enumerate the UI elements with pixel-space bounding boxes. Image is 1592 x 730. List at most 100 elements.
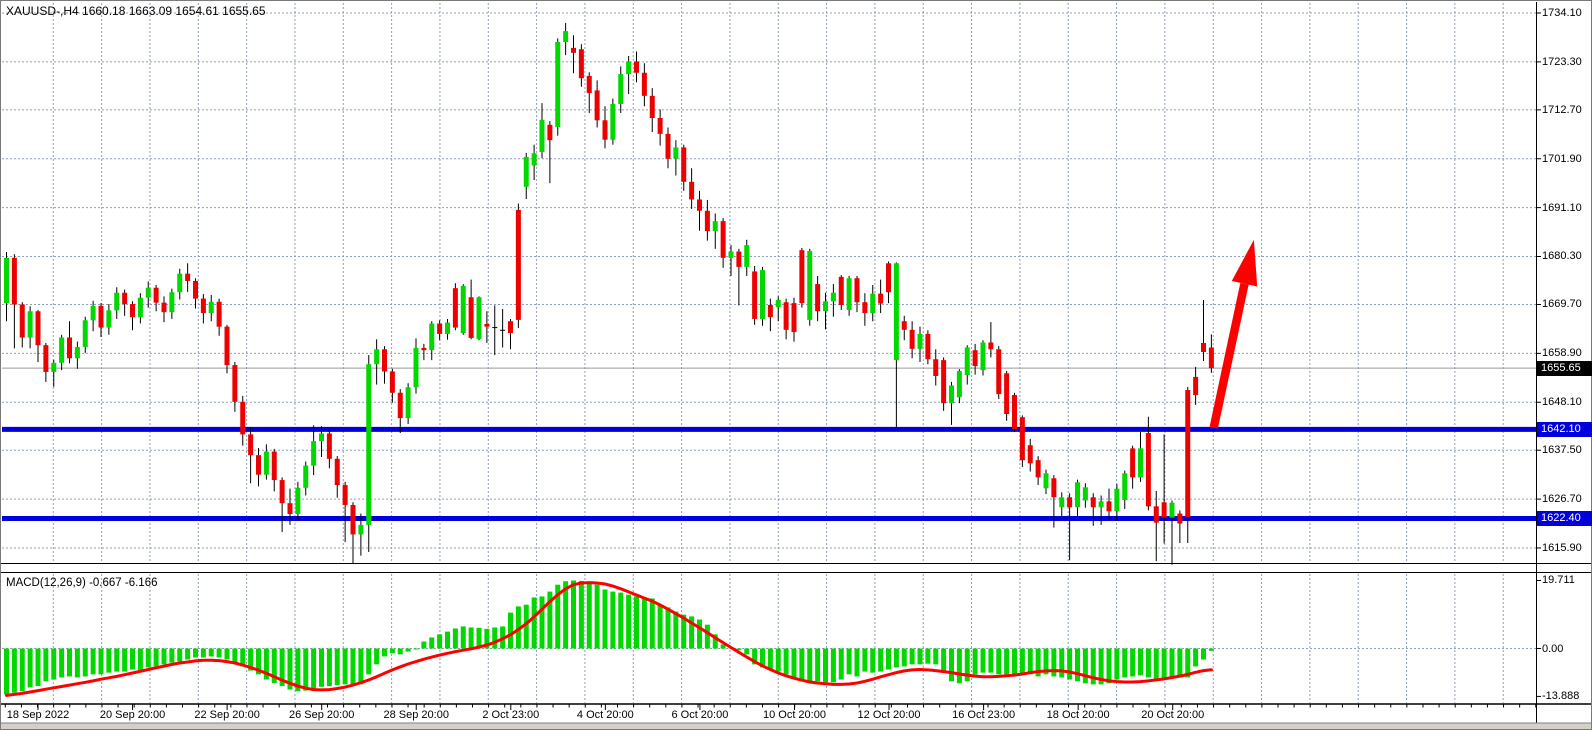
candle-body <box>602 120 608 140</box>
candle-body <box>224 326 230 366</box>
candle-body <box>547 124 553 141</box>
candle-body <box>1012 394 1017 429</box>
macd-bar <box>980 648 986 673</box>
candle-body <box>342 485 348 505</box>
macd-bar <box>240 648 246 667</box>
macd-bar <box>657 604 663 649</box>
candle-body <box>405 387 411 419</box>
macd-bar <box>161 648 167 665</box>
candle-body <box>697 199 702 211</box>
candle-body <box>421 347 427 351</box>
candle-body <box>145 287 151 298</box>
macd-bar <box>366 648 372 675</box>
macd-bar <box>334 648 340 686</box>
macd-bar <box>956 648 962 684</box>
candle-body <box>830 292 836 302</box>
candle-body <box>1004 373 1010 415</box>
candle-body <box>98 305 104 328</box>
macd-bar <box>641 597 647 649</box>
candle-body <box>476 297 482 339</box>
macd-bar <box>263 648 269 680</box>
trend-arrow[interactable] <box>1209 239 1258 429</box>
macd-bar <box>618 592 624 649</box>
macd-bar <box>767 648 773 670</box>
macd-bar <box>1145 648 1151 678</box>
macd-bar <box>634 596 639 649</box>
candle-body <box>82 320 88 348</box>
candle-body <box>27 311 33 338</box>
candle-body <box>1138 448 1143 478</box>
candle-body <box>319 433 324 442</box>
candle-body <box>563 31 569 42</box>
macd-bar <box>1019 648 1025 675</box>
macd-bar <box>1153 648 1159 679</box>
candle-body <box>956 371 962 398</box>
candle-body <box>326 433 332 459</box>
time-axis-label: 4 Oct 20:00 <box>576 709 634 721</box>
macd-bar <box>1106 648 1112 684</box>
macd-bar <box>925 648 931 664</box>
macd-bar <box>248 648 254 671</box>
macd-bar <box>177 648 183 662</box>
macd-bar <box>775 648 781 672</box>
candle-body <box>358 524 364 535</box>
macd-bar <box>941 648 947 672</box>
candle-body <box>783 302 789 330</box>
candle-body <box>445 322 450 334</box>
candle-body <box>1043 473 1049 489</box>
candle-body <box>256 455 261 475</box>
macd-bar <box>468 627 474 649</box>
macd-bar <box>11 648 17 693</box>
candle-body <box>1114 488 1120 512</box>
candle-body <box>925 333 931 360</box>
candle-body <box>232 365 238 402</box>
macd-bar <box>917 648 923 665</box>
price-axis-tick-label: 1658.90 <box>1542 347 1582 360</box>
candle-body <box>311 441 317 466</box>
macd-bar <box>445 631 450 649</box>
candle-body <box>972 350 978 367</box>
macd-bar <box>783 648 789 675</box>
macd-bar <box>586 581 592 649</box>
time-axis-label: 20 Sep 20:00 <box>99 709 166 721</box>
candle-body <box>933 359 939 376</box>
macd-bar <box>846 648 852 675</box>
macd-bar <box>1177 648 1183 678</box>
macd-bar <box>799 648 805 680</box>
macd-bar <box>82 648 88 677</box>
macd-bar <box>1043 648 1049 675</box>
candle-body <box>744 245 750 267</box>
candle-body <box>649 95 655 119</box>
candle-body <box>634 61 639 73</box>
macd-bar <box>35 648 41 687</box>
macd-bar <box>169 648 175 663</box>
candle-body <box>689 181 695 200</box>
macd-bar <box>208 648 214 657</box>
macd-bar <box>878 648 884 672</box>
candle-body <box>531 153 537 166</box>
macd-bar <box>437 634 443 649</box>
candle-body <box>988 342 994 350</box>
macd-bar <box>901 648 907 667</box>
candle-body <box>980 342 986 371</box>
macd-bar <box>531 597 537 649</box>
candle-body <box>1075 482 1080 508</box>
macd-bar <box>303 648 309 691</box>
macd-bar <box>90 648 96 675</box>
macd-bar <box>949 648 954 682</box>
macd-bar <box>996 648 1002 675</box>
candle-body <box>177 273 183 293</box>
candle-body <box>1090 497 1096 508</box>
macd-bar <box>704 624 710 649</box>
macd-bar <box>1122 648 1128 678</box>
candle-body <box>571 47 576 53</box>
candle-body <box>1161 502 1167 518</box>
macd-bar <box>224 648 230 660</box>
candle-body <box>870 293 876 314</box>
candle-body <box>941 360 947 404</box>
candle-body <box>1027 445 1033 464</box>
macd-bar <box>760 648 765 668</box>
candle-body <box>216 301 222 327</box>
candle-body <box>122 292 128 305</box>
